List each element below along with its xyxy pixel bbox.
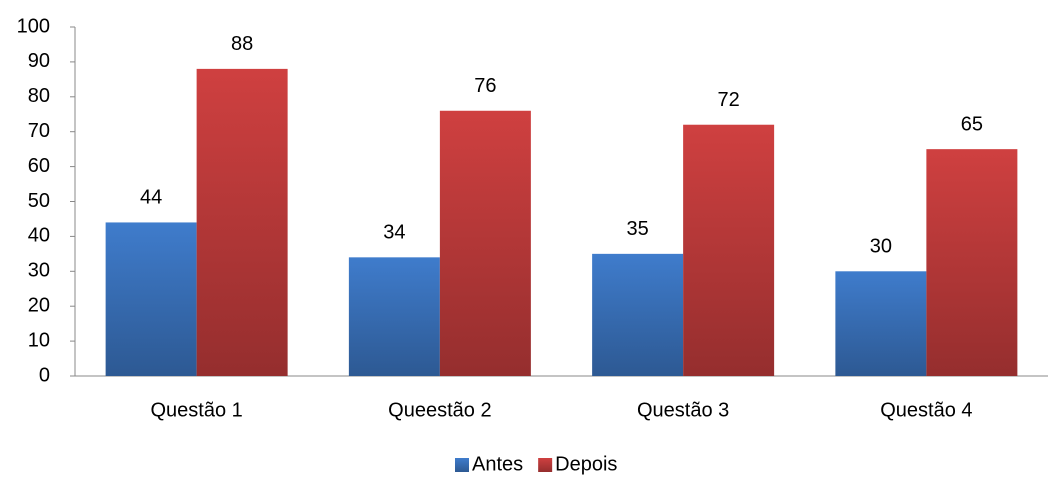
bar xyxy=(196,68,288,376)
x-tick-label: Queestão 2 xyxy=(388,399,491,421)
data-label: 34 xyxy=(383,222,405,244)
bar xyxy=(683,124,775,376)
bar xyxy=(926,149,1018,376)
legend-swatch xyxy=(538,458,553,472)
data-label: 65 xyxy=(961,113,983,135)
y-tick-label: 30 xyxy=(28,260,50,282)
x-tick-label: Questão 1 xyxy=(150,399,242,421)
y-tick-label: 70 xyxy=(28,120,50,142)
x-tick-label: Questão 4 xyxy=(880,399,972,421)
bar xyxy=(348,257,440,376)
x-tick-label: Questão 3 xyxy=(637,399,729,421)
legend-label: Antes xyxy=(472,453,523,475)
legend-swatch xyxy=(455,458,469,472)
legend-label: Depois xyxy=(555,453,617,475)
y-tick-label: 50 xyxy=(28,190,50,212)
data-label: 44 xyxy=(140,187,162,209)
y-tick-label: 100 xyxy=(17,15,50,37)
data-label: 35 xyxy=(627,218,649,240)
y-tick-label: 40 xyxy=(28,225,50,247)
y-tick-label: 20 xyxy=(28,294,50,316)
y-tick-label: 10 xyxy=(28,329,50,351)
y-tick-label: 80 xyxy=(28,85,50,107)
y-tick-label: 90 xyxy=(28,50,50,72)
data-label: 88 xyxy=(231,33,253,55)
y-tick-label: 0 xyxy=(39,364,50,386)
bar xyxy=(835,271,927,376)
bar xyxy=(592,253,684,376)
data-label: 72 xyxy=(718,89,740,111)
data-label: 76 xyxy=(474,75,496,97)
y-tick-label: 60 xyxy=(28,155,50,177)
bar xyxy=(105,222,197,376)
bar xyxy=(439,110,531,376)
data-label: 30 xyxy=(870,236,892,258)
